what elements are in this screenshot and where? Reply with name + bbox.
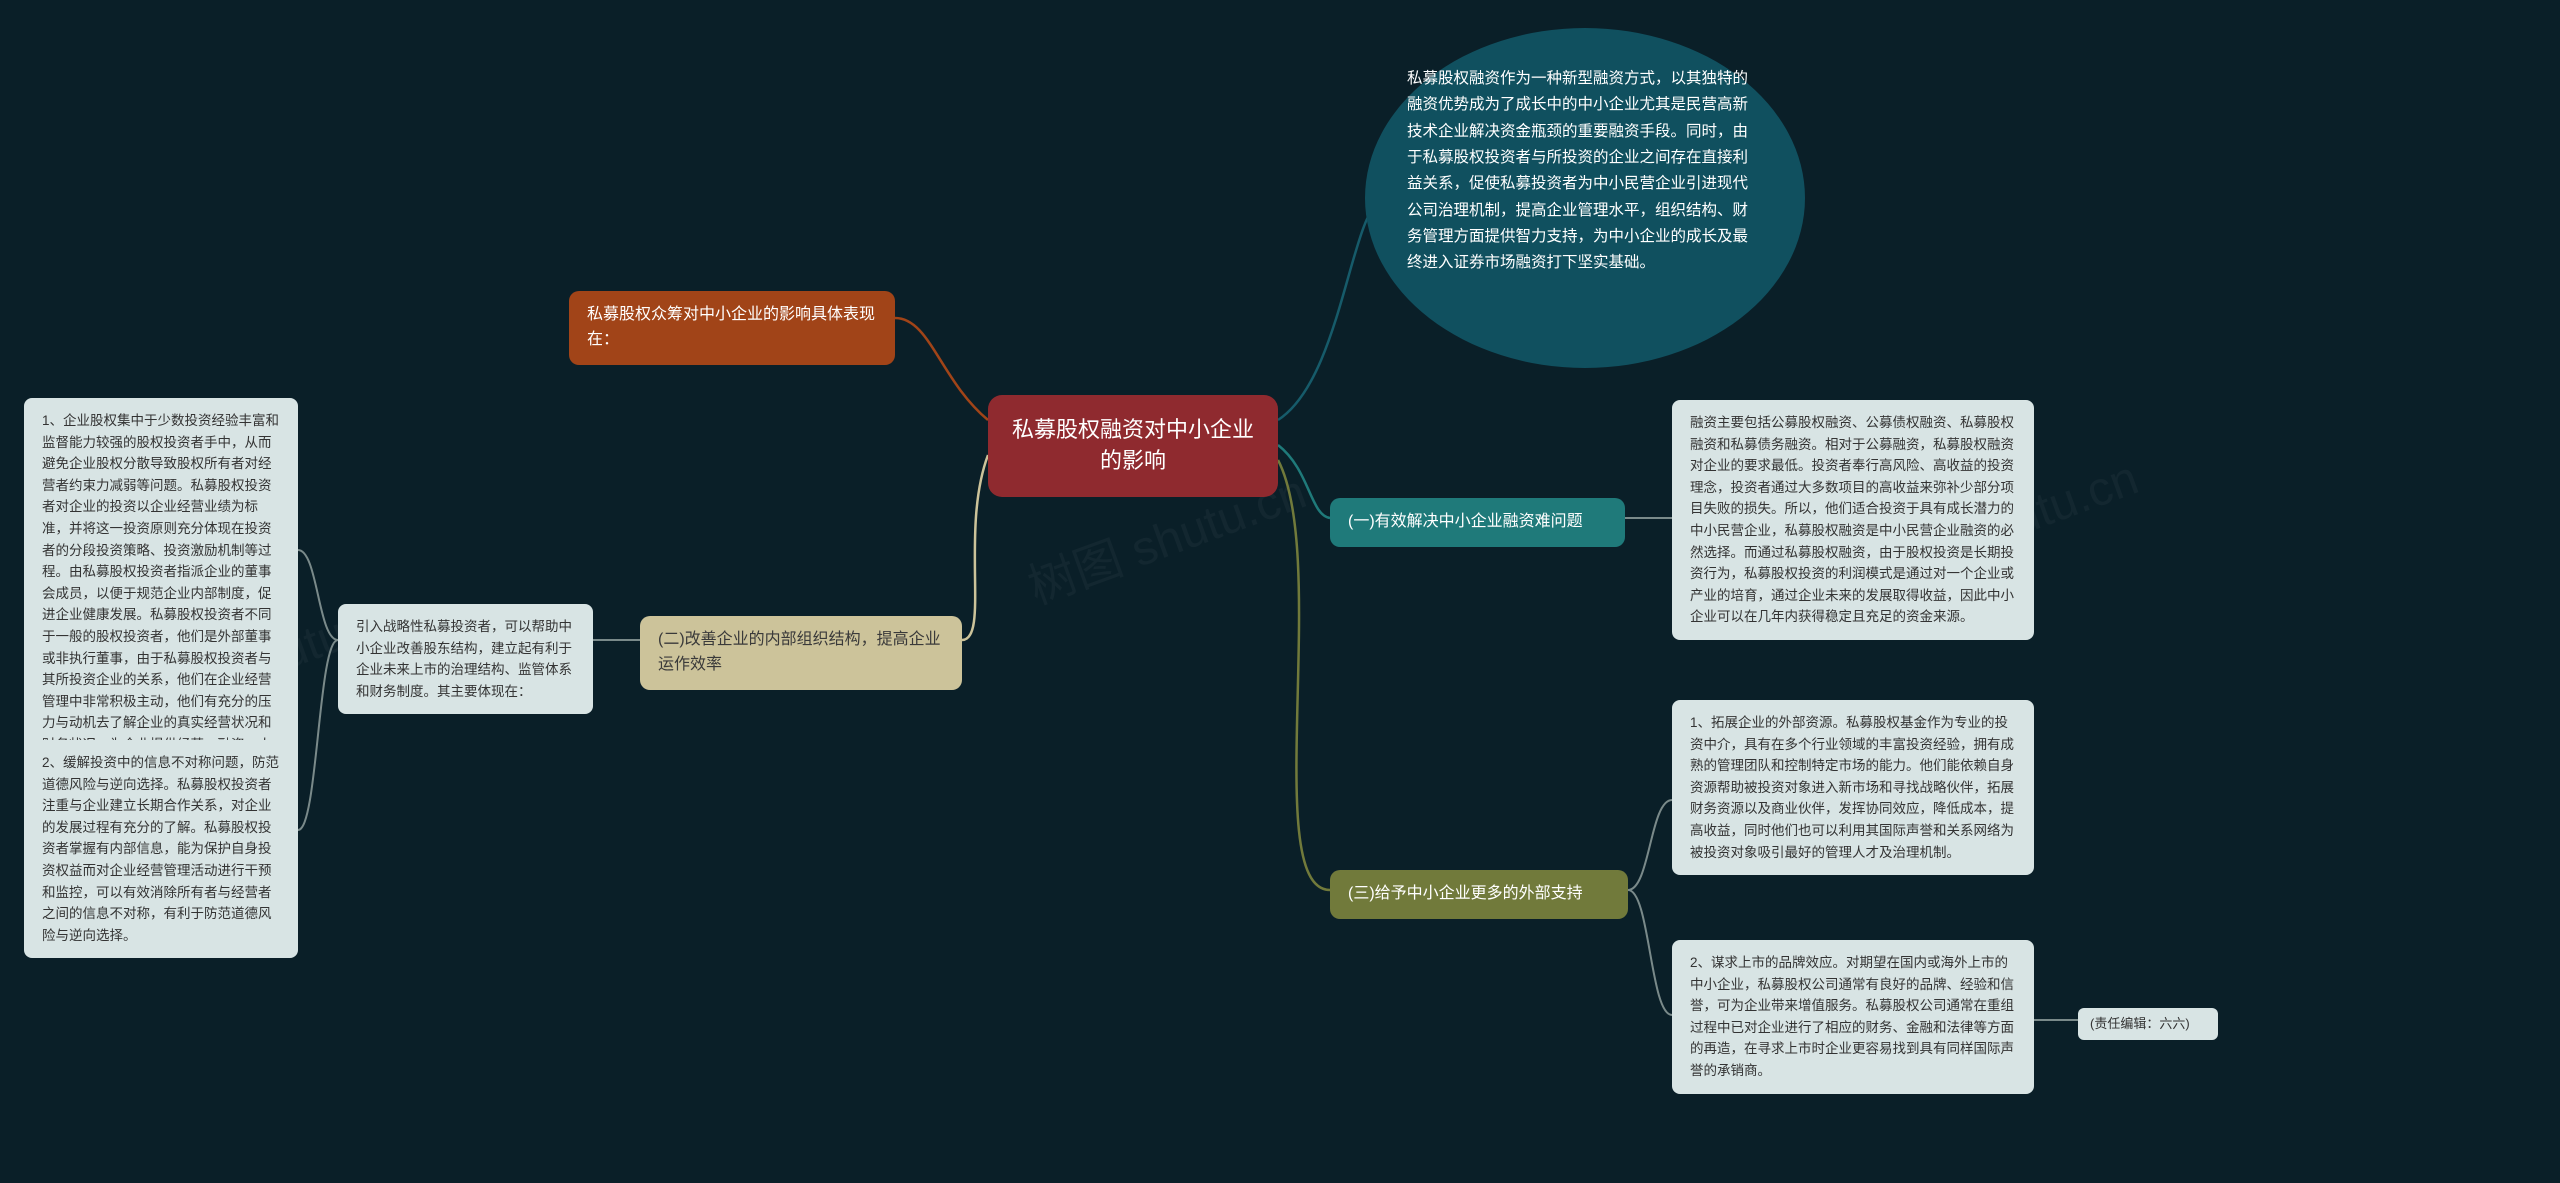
section-2-intro-text: 引入战略性私募投资者，可以帮助中小企业改善股东结构，建立起有利于企业未来上市的治… — [356, 619, 572, 699]
section-1-detail-node[interactable]: 融资主要包括公募股权融资、公募债权融资、私募股权融资和私募债务融资。相对于公募融… — [1672, 400, 2034, 640]
intro-blob-node[interactable]: 私募股权融资作为一种新型融资方式，以其独特的融资优势成为了成长中的中小企业尤其是… — [1365, 28, 1805, 368]
manifest-node[interactable]: 私募股权众筹对中小企业的影响具体表现在： — [569, 291, 895, 365]
section-3-detail-1-text: 1、拓展企业的外部资源。私募股权基金作为专业的投资中介，具有在多个行业领域的丰富… — [1690, 715, 2014, 860]
editor-credit-node[interactable]: (责任编辑：六六) — [2078, 1008, 2218, 1040]
section-1-label: (一)有效解决中小企业融资难问题 — [1348, 513, 1583, 530]
section-2-detail-2-node[interactable]: 2、缓解投资中的信息不对称问题，防范道德风险与逆向选择。私募股权投资者注重与企业… — [24, 740, 298, 958]
section-2-detail-1-text: 1、企业股权集中于少数投资经验丰富和监督能力较强的股权投资者手中，从而避免企业股… — [42, 413, 279, 795]
section-3-detail-2-node[interactable]: 2、谋求上市的品牌效应。对期望在国内或海外上市的中小企业，私募股权公司通常有良好… — [1672, 940, 2034, 1094]
intro-blob-text: 私募股权融资作为一种新型融资方式，以其独特的融资优势成为了成长中的中小企业尤其是… — [1407, 70, 1748, 271]
section-2-label: (二)改善企业的内部组织结构，提高企业运作效率 — [658, 631, 941, 673]
mindmap-connectors — [0, 0, 2560, 1183]
section-1-detail-text: 融资主要包括公募股权融资、公募债权融资、私募股权融资和私募债务融资。相对于公募融… — [1690, 415, 2014, 624]
section-3-label: (三)给予中小企业更多的外部支持 — [1348, 885, 1583, 902]
section-3-detail-2-text: 2、谋求上市的品牌效应。对期望在国内或海外上市的中小企业，私募股权公司通常有良好… — [1690, 955, 2014, 1078]
section-2-detail-2-text: 2、缓解投资中的信息不对称问题，防范道德风险与逆向选择。私募股权投资者注重与企业… — [42, 755, 279, 943]
section-1-node[interactable]: (一)有效解决中小企业融资难问题 — [1330, 498, 1625, 547]
section-3-node[interactable]: (三)给予中小企业更多的外部支持 — [1330, 870, 1628, 919]
section-2-intro-node[interactable]: 引入战略性私募投资者，可以帮助中小企业改善股东结构，建立起有利于企业未来上市的治… — [338, 604, 593, 714]
section-3-detail-1-node[interactable]: 1、拓展企业的外部资源。私募股权基金作为专业的投资中介，具有在多个行业领域的丰富… — [1672, 700, 2034, 875]
section-2-node[interactable]: (二)改善企业的内部组织结构，提高企业运作效率 — [640, 616, 962, 690]
manifest-label: 私募股权众筹对中小企业的影响具体表现在： — [587, 306, 875, 348]
root-node[interactable]: 私募股权融资对中小企业的影响 — [988, 395, 1278, 497]
editor-credit-text: (责任编辑：六六) — [2090, 1016, 2190, 1031]
root-label: 私募股权融资对中小企业的影响 — [1012, 417, 1254, 473]
